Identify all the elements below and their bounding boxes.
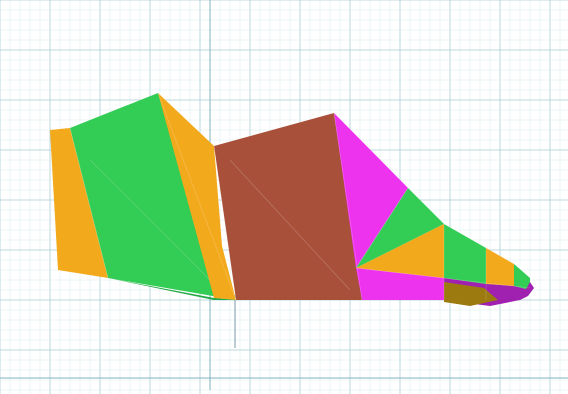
middle-orange-facet <box>158 93 236 300</box>
green-nose-facet-1 <box>356 188 444 268</box>
olive-under-facet <box>444 282 498 306</box>
facet-edges <box>69 92 531 301</box>
magenta-nose-facet <box>334 113 408 268</box>
green-wing-facet <box>70 93 236 300</box>
rear-orange-facet <box>50 128 108 278</box>
green-nose-facet-2 <box>444 224 486 284</box>
magenta-under-facet <box>356 268 444 300</box>
orange-nose-facet-2 <box>486 248 514 286</box>
green-nose-facet-3 <box>514 264 530 290</box>
nose-tip-facet <box>520 282 534 300</box>
brown-body-facet <box>214 113 362 300</box>
orange-nose-facet-1 <box>356 224 444 278</box>
